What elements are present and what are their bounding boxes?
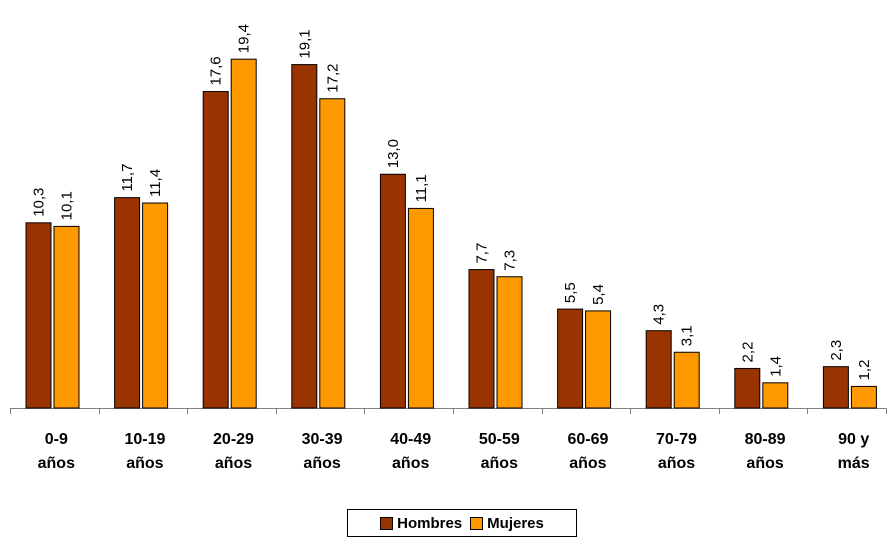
x-tick-label: años <box>303 455 340 472</box>
x-tick-label: años <box>569 455 606 472</box>
bar-mujeres <box>496 276 523 409</box>
x-tick-label: 10-19 <box>124 431 165 448</box>
bar-mujeres <box>142 202 169 409</box>
data-label-hombres: 11,7 <box>119 164 136 192</box>
x-tick-label: años <box>392 455 429 472</box>
x-tick-label: años <box>746 455 783 472</box>
bar-mujeres <box>230 58 257 409</box>
bar-hombres <box>379 173 406 409</box>
data-label-hombres: 19,1 <box>296 29 313 58</box>
bar-hombres <box>734 367 761 409</box>
x-tick-label: 30-39 <box>302 431 343 448</box>
bar-hombres <box>114 197 141 409</box>
legend-label-mujeres: Mujeres <box>487 514 544 532</box>
x-tick-label: 50-59 <box>479 431 520 448</box>
bar-hombres <box>557 308 584 409</box>
bar-hombres <box>645 330 672 409</box>
x-tick-label: años <box>38 455 75 472</box>
bar-mujeres <box>407 207 434 409</box>
x-tick-label: años <box>658 455 695 472</box>
x-tick-label: 70-79 <box>656 431 697 448</box>
x-tick-label: 80-89 <box>745 431 786 448</box>
x-tick-label: más <box>838 455 870 472</box>
data-label-mujeres: 11,4 <box>147 169 164 197</box>
bar-mujeres <box>850 385 877 409</box>
bar-hombres <box>25 222 52 409</box>
bar-mujeres <box>585 310 612 409</box>
data-label-mujeres: 1,4 <box>767 356 784 377</box>
data-label-hombres: 13,0 <box>385 139 402 168</box>
data-label-hombres: 2,3 <box>828 340 845 361</box>
data-label-mujeres: 11,1 <box>413 174 430 202</box>
bar-mujeres <box>53 225 80 409</box>
bar-hombres <box>291 64 318 409</box>
x-tick-label: 0-9 <box>45 431 68 448</box>
data-label-mujeres: 1,2 <box>856 360 873 381</box>
x-tick-label: 40-49 <box>390 431 431 448</box>
data-label-mujeres: 3,1 <box>679 325 696 346</box>
data-label-hombres: 5,5 <box>562 282 579 303</box>
legend-label-hombres: Hombres <box>397 514 463 532</box>
x-tick-label: años <box>481 455 518 472</box>
bar-mujeres <box>762 382 789 409</box>
x-tick-label: años <box>126 455 163 472</box>
bar-hombres <box>202 91 229 409</box>
x-tick-label: 60-69 <box>567 431 608 448</box>
bar-hombres <box>822 366 849 409</box>
x-tick-label: 90 y <box>838 431 869 448</box>
bar-mujeres <box>673 351 700 409</box>
legend-item-mujeres: Mujeres <box>470 515 544 532</box>
x-tick-label: años <box>215 455 252 472</box>
legend: Hombres Mujeres <box>347 509 577 537</box>
data-label-hombres: 17,6 <box>208 56 225 85</box>
legend-swatch-hombres <box>380 516 394 530</box>
data-label-mujeres: 19,4 <box>236 24 253 53</box>
bar-mujeres <box>319 98 346 409</box>
data-label-hombres: 10,3 <box>31 188 48 217</box>
data-label-mujeres: 17,2 <box>324 64 341 93</box>
data-label-hombres: 7,7 <box>474 243 491 264</box>
data-label-mujeres: 10,1 <box>59 191 76 220</box>
bar-hombres <box>468 269 495 409</box>
data-label-mujeres: 7,3 <box>502 250 519 271</box>
x-tick-label: 20-29 <box>213 431 254 448</box>
legend-item-hombres: Hombres <box>380 515 462 532</box>
data-label-hombres: 2,2 <box>739 342 756 363</box>
data-label-hombres: 4,3 <box>651 304 668 325</box>
data-label-mujeres: 5,4 <box>590 284 607 305</box>
legend-swatch-mujeres <box>470 516 484 530</box>
